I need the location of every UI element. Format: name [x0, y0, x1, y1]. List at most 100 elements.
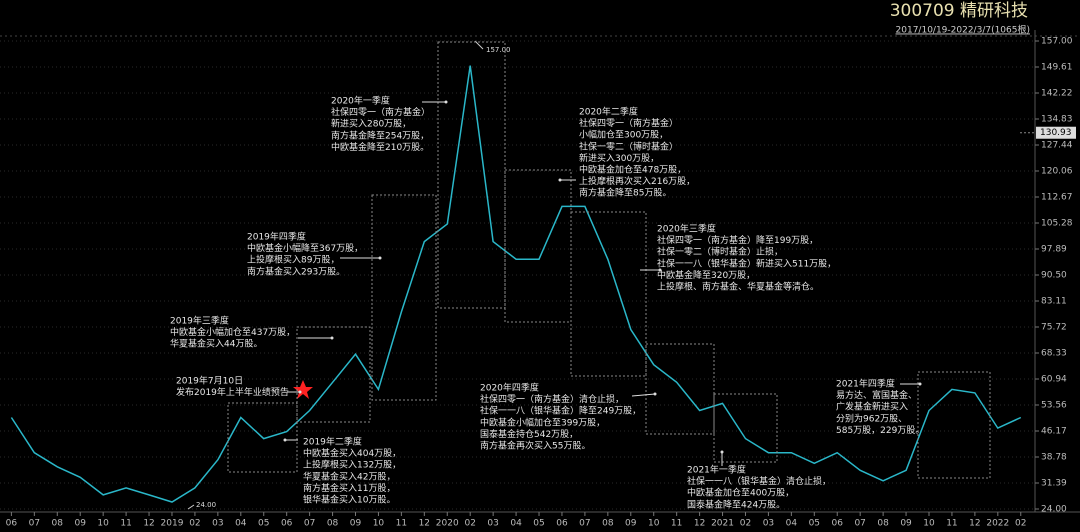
- annotation-line: 分别为962万股、: [836, 412, 907, 424]
- y-tick-label: 60.94: [1041, 375, 1067, 385]
- annotation-line: 广发基金新进买入: [836, 401, 908, 413]
- x-tick-label: 11: [120, 519, 131, 529]
- x-tick-label: 2020: [436, 519, 459, 529]
- annotation-line: 社保一一八（银华基金）新进买入511万股，: [657, 257, 836, 269]
- annotation-line: 银华基金买入10万股。: [303, 494, 395, 506]
- annotation-line: 社保四零一（南方基金）: [331, 106, 430, 118]
- annotation-line: 南方基金再次买入55万股。: [480, 440, 590, 452]
- annotation-line: 社保一一八（银华基金）降至249万股，: [480, 405, 641, 417]
- annotation-line: 中欧基金买入404万股，: [303, 447, 401, 459]
- arrow-head: [298, 390, 302, 394]
- arrow-head: [720, 450, 724, 454]
- x-tick-label: 02: [464, 519, 475, 529]
- x-tick-label: 03: [763, 519, 774, 529]
- x-tick-label: 12: [419, 519, 430, 529]
- arrow-head: [283, 438, 287, 442]
- high-pointer: [474, 40, 484, 50]
- chart-title: 300709 精研科技: [890, 1, 1028, 21]
- x-tick-label: 05: [258, 519, 269, 529]
- range-box: [437, 41, 506, 309]
- x-tick-label: 12: [969, 519, 980, 529]
- x-tick-label: 07: [304, 519, 315, 529]
- y-tick-label: 157.00: [1041, 37, 1073, 47]
- x-tick-label: 07: [854, 519, 865, 529]
- arrow-head: [444, 100, 448, 104]
- annotation-line: 南方基金降至85万股。: [579, 187, 671, 199]
- annotation-title: 2020年二季度: [579, 106, 638, 118]
- annotation-line: 585万股，229万股。: [836, 425, 924, 436]
- annotation-title: 2020年三季度: [657, 223, 716, 235]
- annotation-line: 国泰基金降至424万股。: [687, 498, 785, 510]
- y-tick-label: 24.00: [1041, 505, 1067, 515]
- annotation-line: 中欧基金降至320万股，: [657, 269, 755, 281]
- y-tick-label: 31.39: [1041, 478, 1067, 488]
- x-tick-label: 06: [281, 519, 293, 529]
- annotation-title: 2019年四季度: [247, 231, 306, 243]
- y-tick-label: 83.11: [1041, 297, 1067, 307]
- y-tick-label: 112.67: [1041, 192, 1073, 202]
- annotation-arrow: [631, 393, 656, 397]
- range-box: [917, 371, 991, 479]
- annotation-line: 南方基金买入11万股，: [303, 482, 395, 494]
- y-tick-label: 90.50: [1041, 271, 1067, 281]
- x-tick-label: 03: [212, 519, 223, 529]
- annotation-line: 中欧基金降至210万股。: [331, 141, 429, 153]
- y-tick-label: 134.83: [1041, 115, 1073, 125]
- annotation-line: 社保一零二（博时基金）止损，: [657, 246, 783, 258]
- x-tick-label: 2022: [986, 519, 1009, 529]
- x-tick-label: 07: [29, 519, 40, 529]
- range-box: [713, 393, 778, 463]
- annotation-line: 中欧基金小幅降至367万股，: [247, 242, 363, 254]
- y-tick-label: 127.44: [1041, 141, 1073, 151]
- x-tick-label: 05: [533, 519, 544, 529]
- range-box: [371, 194, 437, 401]
- arrow-head: [558, 178, 562, 182]
- range-box: [296, 326, 371, 423]
- arrow-head: [918, 382, 922, 386]
- annotation-line: 上投摩根买入132万股，: [303, 459, 401, 471]
- x-tick-label: 10: [97, 519, 109, 529]
- annotation-line: 中欧基金小幅加仓至437万股，: [170, 326, 295, 338]
- annotation-line: 发布2019年上半年业绩预告: [176, 386, 289, 398]
- x-tick-label: 06: [832, 519, 844, 529]
- x-tick-label: 2019: [161, 519, 184, 529]
- x-tick-label: 08: [877, 519, 889, 529]
- y-tick-label: 149.61: [1041, 63, 1073, 73]
- x-tick-label: 02: [740, 519, 751, 529]
- x-tick-label: 10: [373, 519, 385, 529]
- annotation-line: 上投摩根、南方基金、华夏基金等清仓。: [657, 281, 819, 293]
- y-tick-label: 38.78: [1041, 452, 1067, 462]
- annotation-title: 2020年四季度: [480, 382, 539, 394]
- annotation-title: 2021年四季度: [836, 378, 895, 390]
- x-tick-label: 2021: [711, 519, 734, 529]
- x-tick-label: 07: [579, 519, 590, 529]
- x-tick-label: 04: [786, 519, 798, 529]
- x-tick-label: 10: [648, 519, 660, 529]
- annotation-line: 上投摩根买入89万股，: [247, 254, 339, 266]
- y-tick-label: 120.06: [1041, 166, 1073, 176]
- annotation-line: 南方基金买入293万股。: [247, 265, 345, 277]
- annotation-line: 华夏基金买入42万股，: [303, 470, 395, 482]
- range-box: [227, 402, 298, 473]
- annotation-line: 中欧基金加仓至400万股，: [687, 487, 794, 499]
- y-tick-label: 97.89: [1041, 244, 1067, 254]
- x-tick-label: 04: [510, 519, 522, 529]
- x-tick-label: 09: [900, 519, 912, 529]
- annotation-line: 易方达、富国基金、: [836, 389, 917, 401]
- price-line: [10, 65, 1022, 503]
- arrow-head: [658, 268, 662, 272]
- annotation-title: 2021年一季度: [687, 464, 746, 476]
- x-tick-label: 10: [923, 519, 935, 529]
- x-tick-label: 03: [487, 519, 498, 529]
- last-price-box: [1036, 126, 1076, 139]
- annotation-line: 中欧基金加仓至478万股，: [579, 164, 686, 176]
- x-tick-label: 08: [52, 519, 64, 529]
- high-label: 157.00: [486, 46, 511, 54]
- x-tick-label: 11: [396, 519, 407, 529]
- annotation-line: 新进买入300万股，: [579, 152, 659, 164]
- annotation-line: 社保一零二（博时基金）: [579, 140, 678, 152]
- annotation-line: 华夏基金买入44万股。: [170, 338, 262, 350]
- annotation-line: 上投摩根再次买入216万股，: [579, 175, 695, 187]
- x-tick-label: 12: [694, 519, 705, 529]
